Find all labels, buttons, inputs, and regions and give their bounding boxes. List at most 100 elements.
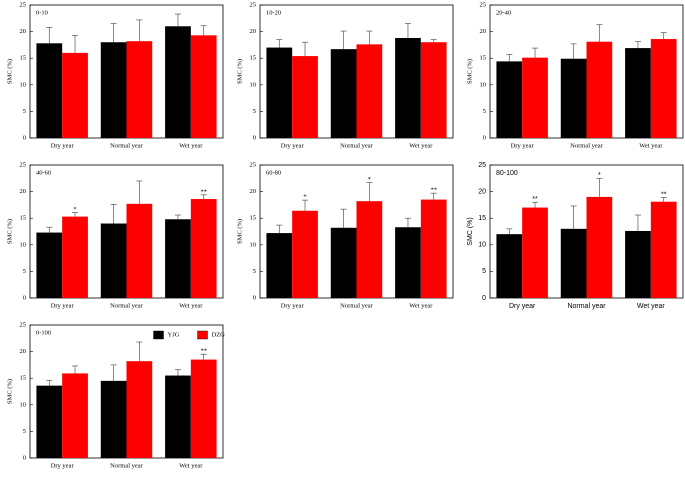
error-bar	[136, 19, 143, 42]
bar	[330, 227, 357, 298]
bar	[330, 49, 357, 138]
x-tick-label: Wet year	[639, 142, 663, 149]
bar	[190, 359, 217, 458]
error-bar	[596, 177, 603, 197]
bar	[356, 201, 383, 298]
x-tick-label: Wet year	[179, 462, 203, 469]
error-bar	[110, 23, 117, 43]
y-tick-label: 5	[483, 108, 486, 115]
y-tick-label: 0	[23, 294, 26, 301]
chart-panel: 0 5 10 15 20 25 SMC (%) 80-100 Dry year ** Normal …	[467, 162, 684, 310]
bar	[126, 203, 153, 298]
bar	[165, 375, 191, 458]
error-bar	[136, 180, 143, 204]
y-tick-label: 5	[253, 108, 256, 115]
y-tick-label: 15	[250, 55, 257, 62]
error-bar	[200, 194, 207, 200]
y-axis-label: SMC (%)	[236, 59, 243, 84]
error-bar	[302, 199, 309, 211]
x-tick-label: Normal year	[570, 142, 604, 149]
error-bar	[174, 214, 181, 220]
panel-title: 20-40	[496, 9, 511, 16]
y-tick-label: 0	[253, 294, 256, 301]
error-bar	[72, 34, 79, 53]
bar	[586, 196, 613, 298]
bar	[560, 58, 587, 139]
bar	[395, 37, 421, 138]
bar	[560, 228, 587, 298]
bar	[420, 42, 447, 138]
x-tick-label: Wet year	[179, 302, 203, 309]
y-tick-label: 10	[20, 81, 27, 88]
y-tick-label: 25	[20, 1, 27, 8]
y-tick-label: 10	[250, 241, 257, 248]
bar	[496, 234, 523, 298]
bar	[126, 41, 153, 139]
bar	[625, 48, 651, 139]
x-tick-label: Dry year	[281, 142, 305, 149]
error-bar	[46, 226, 53, 233]
error-bar	[110, 204, 117, 224]
x-tick-label: Dry year	[51, 142, 75, 149]
x-tick-label: Normal year	[567, 303, 606, 310]
chart-panel: 0 5 10 15 20 25 SMC (%) 40-60 Dry year * Normal ye…	[6, 161, 224, 309]
y-tick-label: 5	[23, 428, 26, 435]
error-bar	[340, 208, 347, 228]
bar	[100, 380, 127, 458]
y-tick-label: 10	[20, 401, 27, 408]
y-tick-label: 15	[20, 215, 27, 222]
panel-title: 0-10	[36, 9, 48, 16]
y-tick-label: 25	[20, 321, 27, 328]
bar	[522, 57, 548, 138]
x-tick-label: Dry year	[509, 303, 536, 310]
y-tick-label: 15	[480, 55, 487, 62]
chart-panel: 0 5 10 15 20 25 SMC (%) 0-10 Dry year Normal year…	[6, 1, 224, 149]
y-axis-label: SMC (%)	[6, 59, 13, 84]
y-tick-label: 20	[20, 348, 27, 355]
error-bar	[72, 211, 79, 217]
error-bar	[532, 47, 539, 58]
bar	[625, 230, 651, 298]
y-tick-label: 20	[480, 28, 487, 35]
error-bar	[174, 13, 181, 27]
bar	[266, 47, 293, 139]
error-bar	[366, 30, 373, 45]
error-bar	[200, 25, 207, 36]
x-tick-label: Normal year	[110, 302, 144, 309]
panel-title: 10-20	[266, 9, 281, 16]
error-bar	[532, 201, 539, 208]
x-tick-label: Normal year	[340, 142, 374, 149]
error-bar	[276, 224, 283, 234]
panel-title: 0-100	[36, 329, 51, 336]
error-bar	[46, 26, 53, 44]
bar	[292, 56, 318, 138]
significance-label: **	[532, 196, 538, 203]
bar	[62, 373, 88, 458]
error-bar	[72, 365, 79, 374]
y-tick-label: 25	[250, 1, 257, 8]
error-bar	[596, 24, 603, 42]
y-axis-label: SMC (%)	[6, 219, 13, 244]
bar	[650, 201, 677, 298]
significance-label: *	[598, 172, 601, 179]
y-tick-label: 15	[20, 55, 27, 62]
error-bar	[660, 32, 667, 40]
bar	[522, 207, 548, 298]
x-tick-label: Dry year	[511, 142, 535, 149]
error-bar	[570, 43, 577, 59]
bar	[62, 216, 88, 298]
significance-label: **	[200, 348, 207, 355]
error-bar	[136, 341, 143, 362]
bar	[165, 26, 191, 139]
y-tick-label: 15	[20, 375, 27, 382]
bar	[420, 199, 447, 298]
bar	[126, 361, 153, 458]
error-bar	[570, 205, 577, 229]
significance-label: *	[73, 206, 76, 213]
bar	[165, 219, 191, 298]
error-bar	[200, 353, 207, 360]
y-tick-label: 25	[478, 162, 486, 169]
bar	[292, 210, 318, 298]
error-bar	[404, 23, 411, 38]
